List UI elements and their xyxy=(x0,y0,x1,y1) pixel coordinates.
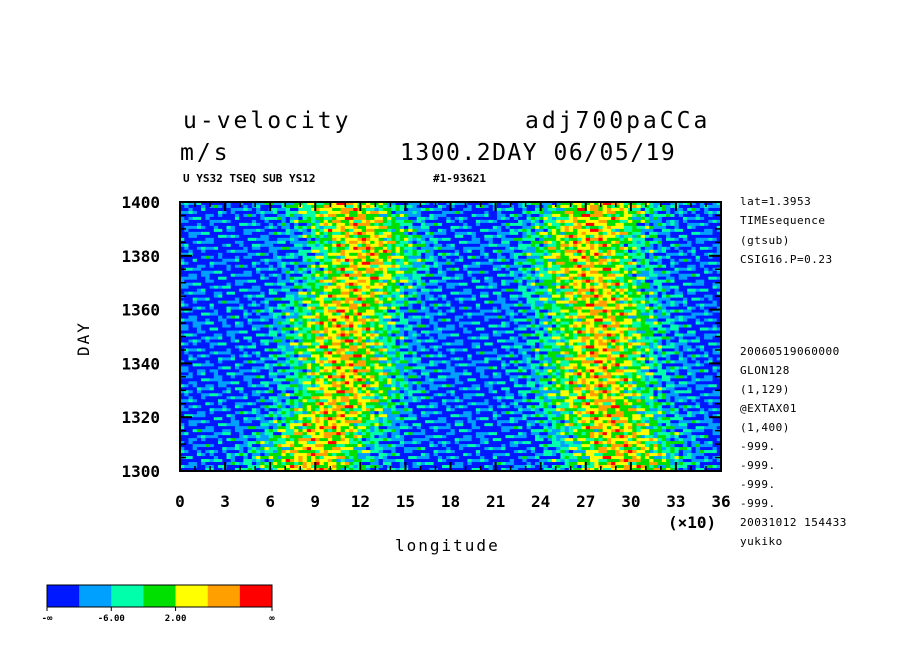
heatmap-cells xyxy=(180,202,722,472)
